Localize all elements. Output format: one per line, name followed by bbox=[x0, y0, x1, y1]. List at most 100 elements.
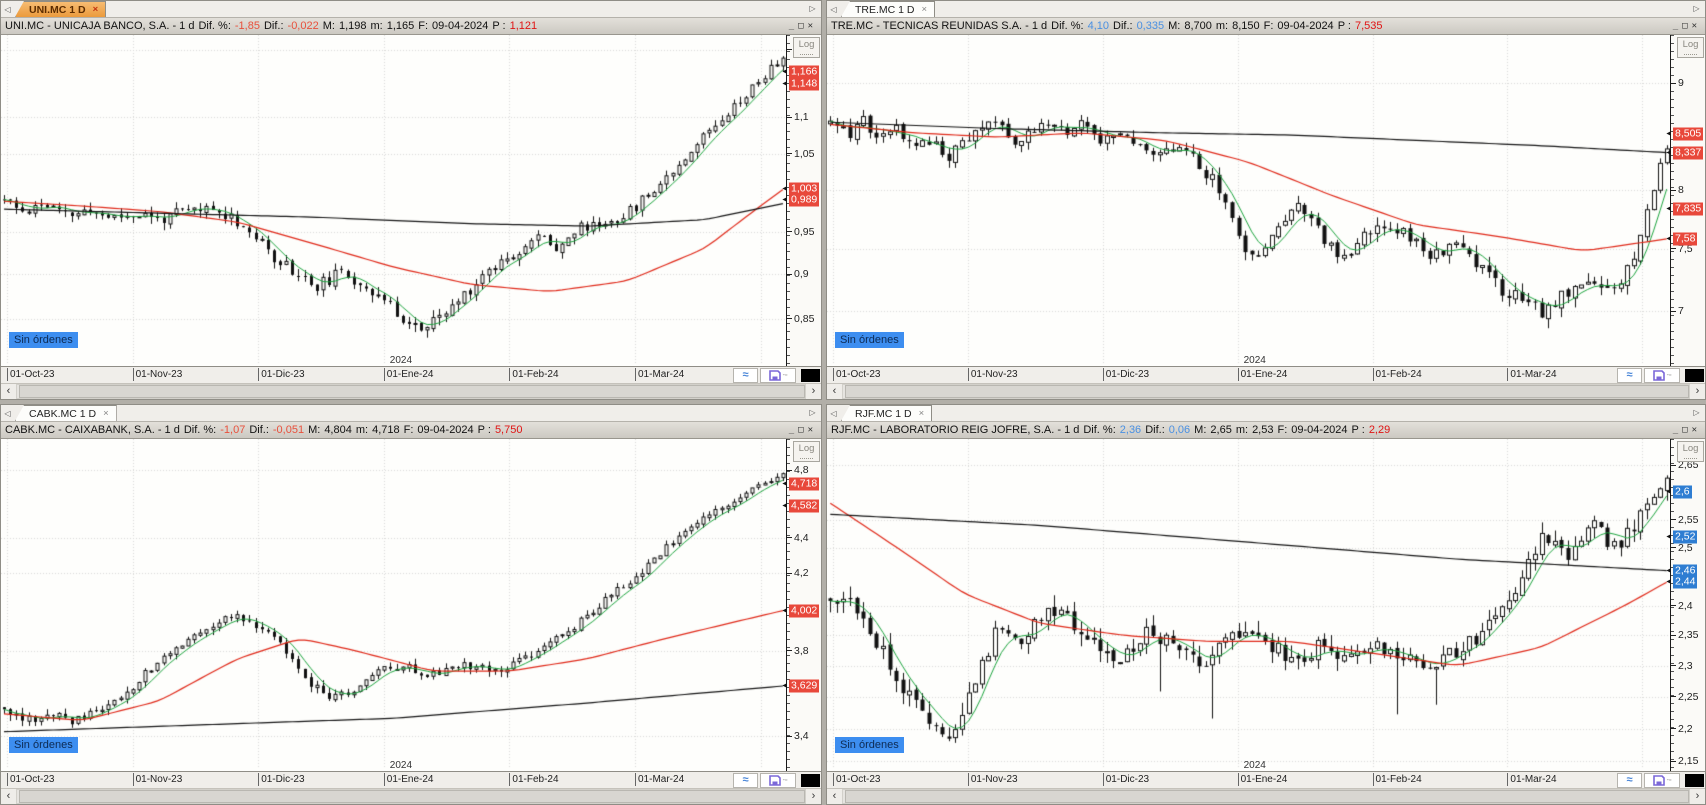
minimize-button[interactable]: _ bbox=[1672, 21, 1679, 31]
log-scale-button[interactable]: Log bbox=[793, 37, 820, 58]
price-tag-value: 1,148 bbox=[791, 77, 818, 90]
scrollbar-thumb[interactable] bbox=[19, 385, 805, 398]
date-axis[interactable]: 01-A01-Mar-2401-Feb-2401-Ene-2401-Dic-23… bbox=[827, 366, 1705, 383]
tab-scroll-left-icon[interactable]: ◁ bbox=[4, 409, 11, 418]
tab-close-icon[interactable]: × bbox=[92, 4, 99, 15]
log-scale-button[interactable]: Log bbox=[793, 441, 820, 462]
change-percent-value: 2,36 bbox=[1119, 424, 1142, 436]
zigzag-compress-icon[interactable]: ≈ bbox=[1617, 773, 1642, 788]
scroll-right-icon[interactable]: › bbox=[811, 385, 816, 397]
scrollbar-track[interactable] bbox=[16, 789, 806, 804]
session-low-label: m: bbox=[1235, 424, 1249, 436]
save-chart-button[interactable]: -▫ bbox=[1644, 773, 1680, 788]
scroll-right-icon[interactable]: › bbox=[1695, 790, 1700, 802]
black-square-icon[interactable] bbox=[1685, 774, 1704, 787]
log-scale-label: Log bbox=[1682, 39, 1699, 50]
window-close-button[interactable]: ✕ bbox=[807, 21, 813, 31]
session-date-value: 09-04-2024 bbox=[417, 424, 474, 436]
no-orders-badge[interactable]: Sin órdenes bbox=[9, 332, 78, 348]
axis-tick: 0,95 bbox=[787, 226, 814, 238]
tab-close-icon[interactable]: × bbox=[921, 4, 928, 15]
scroll-left-icon[interactable]: ‹ bbox=[832, 790, 837, 802]
maximize-button[interactable]: □ bbox=[1682, 21, 1688, 31]
horizontal-scrollbar[interactable]: ‹ › bbox=[827, 383, 1705, 399]
tab-scroll-left-icon[interactable]: ◁ bbox=[4, 5, 11, 14]
chart-plot-area[interactable]: Sin órdenes 2024 bbox=[1, 35, 786, 366]
minimize-button[interactable]: _ bbox=[788, 21, 795, 31]
tab-close-icon[interactable]: × bbox=[918, 408, 925, 419]
scrollbar-thumb[interactable] bbox=[845, 385, 1689, 398]
tab-scroll-right-icon[interactable]: ▷ bbox=[809, 408, 816, 417]
session-date-label: F: bbox=[1263, 20, 1274, 32]
minimize-button[interactable]: _ bbox=[1672, 425, 1679, 435]
window-close-button[interactable]: ✕ bbox=[1691, 21, 1697, 31]
chart-tab[interactable]: RJF.MC 1 D × bbox=[841, 405, 933, 421]
candlestick-canvas[interactable] bbox=[827, 439, 1670, 771]
scrollbar-track[interactable] bbox=[842, 384, 1690, 399]
price-axis[interactable]: Log 9 8 7,5 7 ◄ 8,505 ◄ 8,337 ◄ 7,835 ◄ 7,58 bbox=[1665, 35, 1705, 366]
axis-tick-label: 1,05 bbox=[794, 147, 815, 160]
black-square-icon[interactable] bbox=[1685, 369, 1704, 382]
no-orders-badge[interactable]: Sin órdenes bbox=[835, 737, 904, 753]
no-orders-badge[interactable]: Sin órdenes bbox=[9, 737, 78, 753]
scrollbar-track[interactable] bbox=[16, 384, 806, 399]
price-axis[interactable]: Log 4,8 4,4 4,2 3,8 3,4 ◄ 4,718 ◄ 4,582 ◄ 4,002 ◄ 3,… bbox=[781, 439, 821, 771]
chart-tab[interactable]: CABK.MC 1 D × bbox=[15, 405, 117, 421]
scrollbar-thumb[interactable] bbox=[845, 790, 1689, 803]
tab-scroll-right-icon[interactable]: ▷ bbox=[1693, 408, 1700, 417]
axis-tick: 7 bbox=[1671, 305, 1684, 317]
chart-plot-area[interactable]: Sin órdenes 2024 bbox=[1, 439, 786, 771]
log-scale-button[interactable]: Log bbox=[1677, 37, 1704, 58]
date-axis[interactable]: 01-A01-Mar-2401-Feb-2401-Ene-2401-Dic-23… bbox=[1, 366, 821, 383]
scrollbar-track[interactable] bbox=[842, 789, 1690, 804]
tab-scroll-right-icon[interactable]: ▷ bbox=[1693, 4, 1700, 13]
candlestick-canvas[interactable] bbox=[1, 35, 786, 366]
scroll-left-icon[interactable]: ‹ bbox=[832, 385, 837, 397]
minimize-button[interactable]: _ bbox=[788, 425, 795, 435]
price-axis[interactable]: Log 2,65 2,55 2,5 2,4 2,35 2,3 2,25 2,2 2,15 ◄ 2,6… bbox=[1665, 439, 1705, 771]
horizontal-scrollbar[interactable]: ‹ › bbox=[1, 383, 821, 399]
zigzag-compress-icon[interactable]: ≈ bbox=[733, 773, 758, 788]
scroll-left-icon[interactable]: ‹ bbox=[6, 790, 11, 802]
zigzag-compress-icon[interactable]: ≈ bbox=[1617, 368, 1642, 383]
maximize-button[interactable]: □ bbox=[798, 21, 804, 31]
save-chart-button[interactable]: -▫ bbox=[1644, 368, 1680, 383]
candlestick-canvas[interactable] bbox=[827, 35, 1670, 366]
black-square-icon[interactable] bbox=[801, 774, 820, 787]
tab-scroll-left-icon[interactable]: ◁ bbox=[830, 409, 837, 418]
date-axis[interactable]: 01-A01-Mar-2401-Feb-2401-Ene-2401-Dic-23… bbox=[827, 771, 1705, 788]
date-label: 01-Oct-23 bbox=[833, 368, 880, 381]
tab-close-icon[interactable]: × bbox=[103, 408, 109, 419]
black-square-icon[interactable] bbox=[801, 369, 820, 382]
change-label: Dif.: bbox=[1113, 20, 1133, 32]
date-axis[interactable]: 01-A01-Mar-2401-Feb-2401-Ene-2401-Dic-23… bbox=[1, 771, 821, 788]
scroll-left-icon[interactable]: ‹ bbox=[6, 385, 11, 397]
price-axis[interactable]: Log 1,21,11,050,950,90,85◄1,166◄1,148◄1,… bbox=[781, 35, 821, 366]
chart-window: ◁ CABK.MC 1 D × ▷ CABK.MC - CAIXABANK, S… bbox=[0, 404, 822, 805]
window-close-button[interactable]: ✕ bbox=[807, 425, 813, 435]
session-date-label: F: bbox=[403, 424, 414, 436]
horizontal-scrollbar[interactable]: ‹ › bbox=[1, 788, 821, 804]
save-chart-button[interactable]: -▫ bbox=[760, 773, 796, 788]
log-scale-button[interactable]: Log bbox=[1677, 441, 1704, 462]
tab-scroll-left-icon[interactable]: ◁ bbox=[830, 5, 837, 14]
scroll-right-icon[interactable]: › bbox=[811, 790, 816, 802]
zigzag-compress-icon[interactable]: ≈ bbox=[733, 368, 758, 383]
tab-bar: ◁ UNI.MC 1 D × ▷ bbox=[1, 1, 821, 18]
chart-tab[interactable]: UNI.MC 1 D × bbox=[15, 1, 107, 17]
log-scale-dots bbox=[1684, 454, 1697, 459]
save-icon bbox=[768, 775, 781, 786]
scroll-right-icon[interactable]: › bbox=[1695, 385, 1700, 397]
horizontal-scrollbar[interactable]: ‹ › bbox=[827, 788, 1705, 804]
no-orders-badge[interactable]: Sin órdenes bbox=[835, 332, 904, 348]
maximize-button[interactable]: □ bbox=[798, 425, 804, 435]
chart-plot-area[interactable]: Sin órdenes 2024 bbox=[827, 439, 1670, 771]
window-close-button[interactable]: ✕ bbox=[1691, 425, 1697, 435]
scrollbar-thumb[interactable] bbox=[19, 790, 805, 803]
chart-tab[interactable]: TRE.MC 1 D × bbox=[841, 1, 936, 17]
save-chart-button[interactable]: -▫ bbox=[760, 368, 796, 383]
tab-scroll-right-icon[interactable]: ▷ bbox=[809, 4, 816, 13]
candlestick-canvas[interactable] bbox=[1, 439, 786, 771]
chart-plot-area[interactable]: Sin órdenes 2024 bbox=[827, 35, 1670, 366]
maximize-button[interactable]: □ bbox=[1682, 425, 1688, 435]
